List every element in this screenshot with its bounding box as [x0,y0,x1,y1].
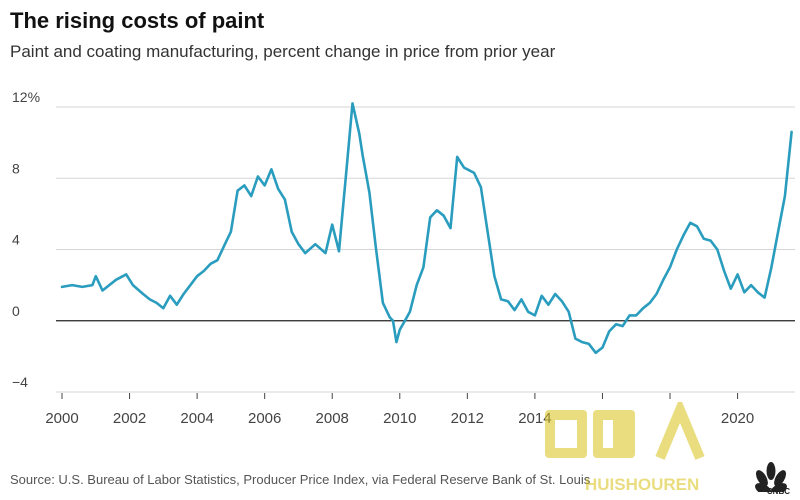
chart-title: The rising costs of paint [10,8,265,33]
cnbc-peacock-icon [755,462,787,492]
x-tick-label: 2002 [113,410,146,427]
grid-lines [56,106,795,393]
x-tick-label: 2010 [383,410,416,427]
chart-subtitle: Paint and coating manufacturing, percent… [10,42,556,61]
x-tick-label: 2008 [316,410,349,427]
watermark-logo: HUISHOUREN [545,402,705,494]
series-lines [60,102,793,355]
cnbc-logo-label: CNBC [766,487,790,496]
source-note: Source: U.S. Bureau of Labor Statistics,… [10,472,591,487]
watermark-text: HUISHOUREN [585,475,699,494]
x-tick-label: 2000 [45,410,78,427]
x-tick-label: 2006 [248,410,281,427]
x-axis: 2000 2002 2004 2006 2008 2010 2012 2014 2020 [45,393,754,427]
line-chart: −4 0 4 8 12% 2000 2002 2004 2006 2008 2010 2012 201… [12,89,795,427]
x-tick-label: 2012 [451,410,484,427]
y-tick-label: 12% [12,89,40,105]
y-tick-label: −4 [12,374,28,390]
y-tick-label: 4 [12,232,20,248]
x-tick-label: 2020 [721,410,754,427]
y-axis-tick-labels: −4 0 4 8 12% [12,89,40,390]
y-tick-label: 0 [12,303,20,319]
y-tick-label: 8 [12,160,20,176]
x-tick-label: 2004 [180,410,213,427]
x-tick-label: 2014 [518,410,551,427]
series-line [60,102,793,355]
